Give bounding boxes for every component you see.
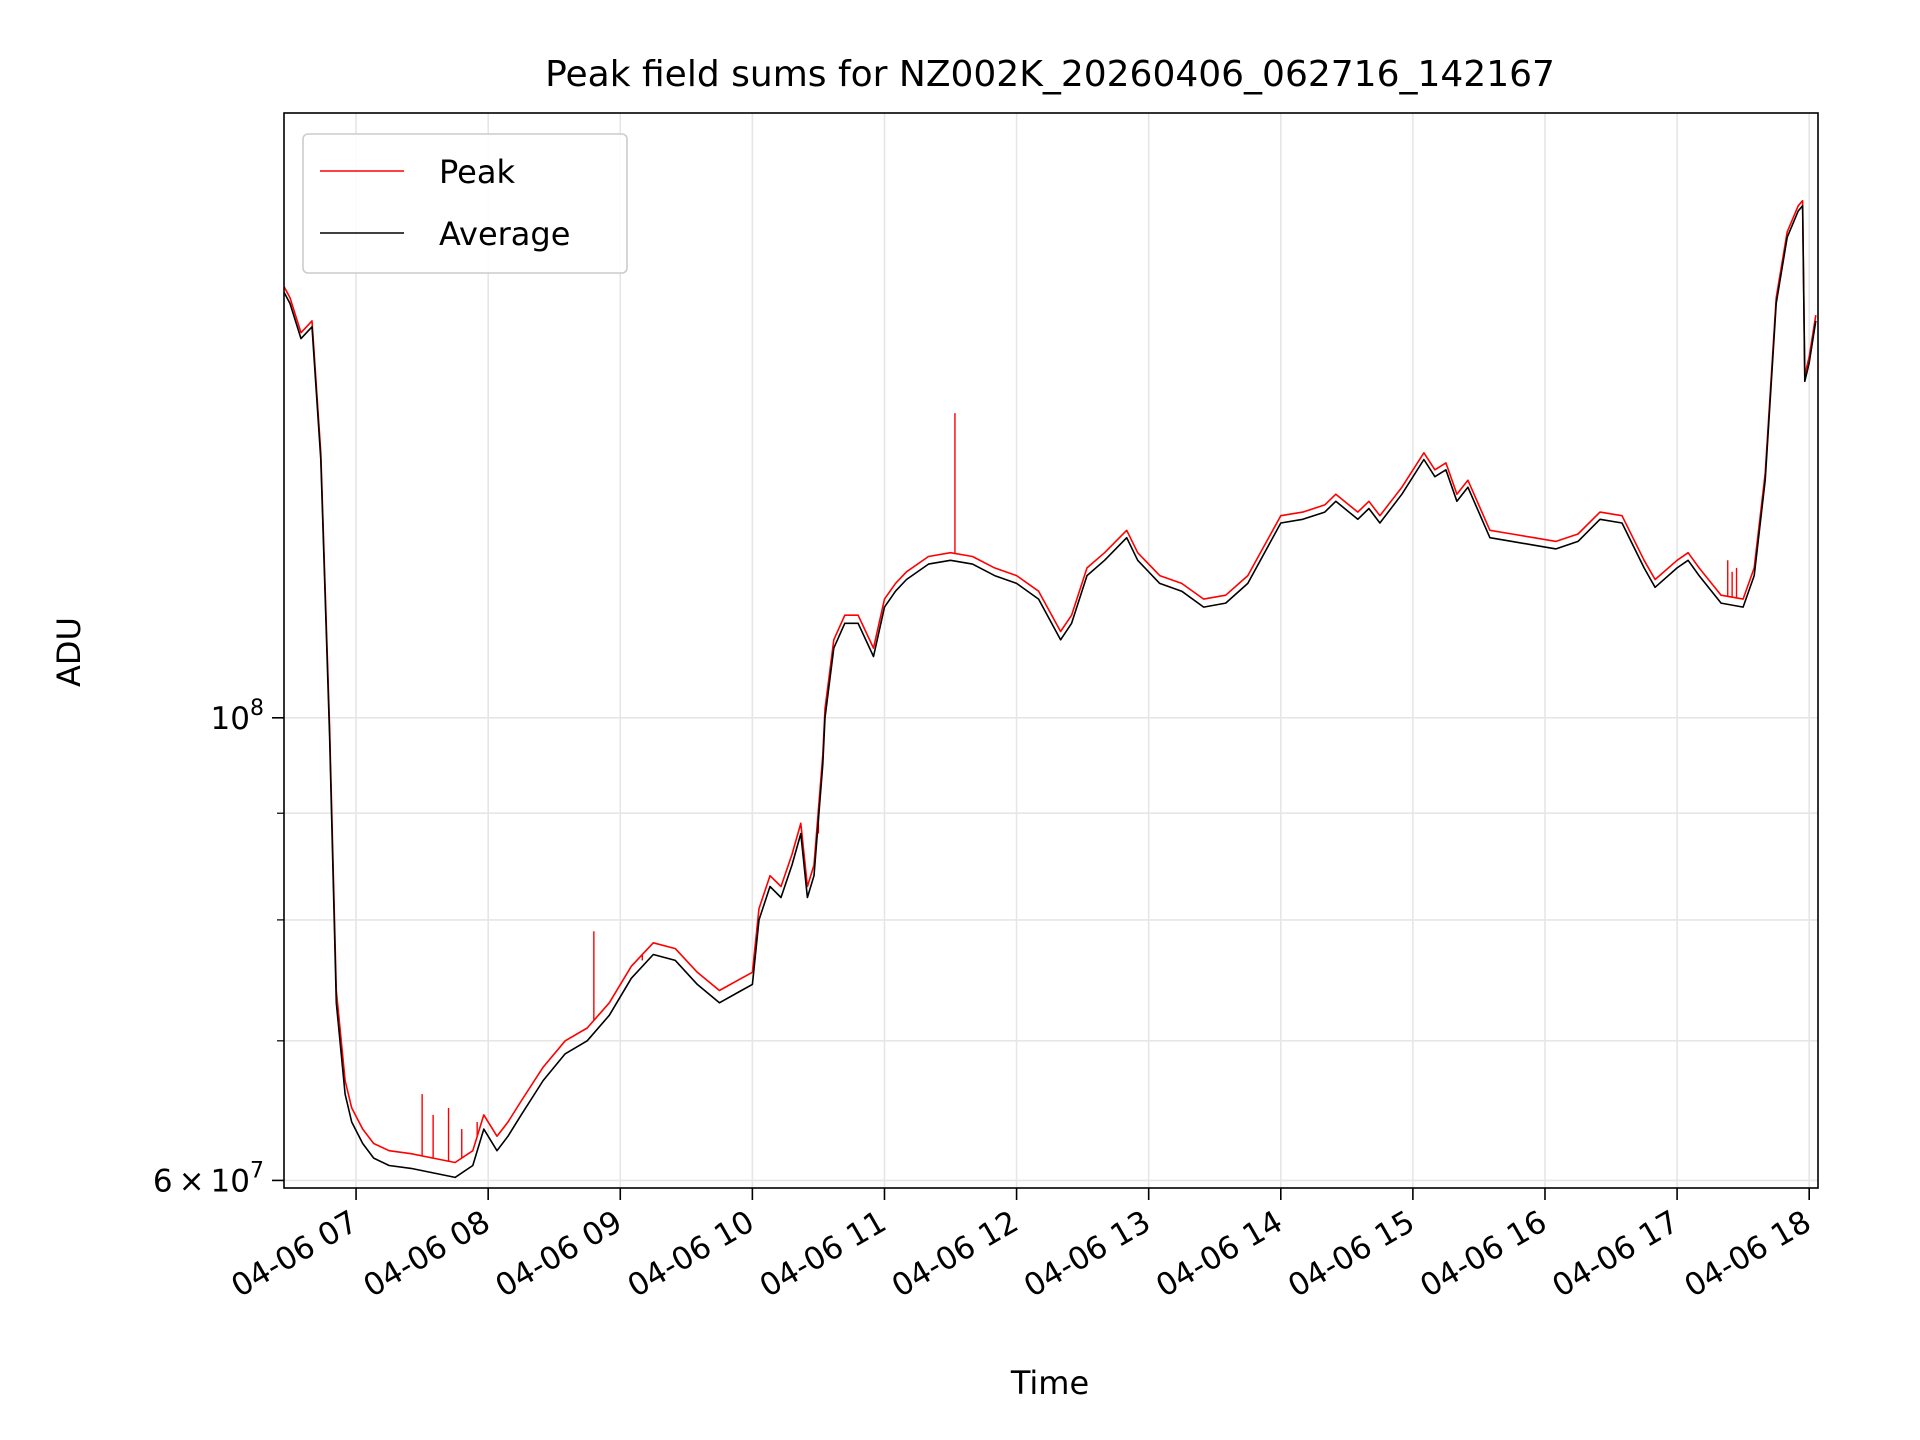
plot-frame	[283, 112, 1819, 1189]
legend-box	[302, 133, 628, 274]
series-line-peak	[284, 199, 1817, 1164]
grid	[284, 113, 1818, 1188]
y-tick-label: 6 × 107	[153, 1158, 264, 1199]
chart-title: Peak field sums for NZ002K_20260406_0627…	[545, 54, 1555, 95]
legend-label-peak: Peak	[439, 153, 515, 191]
x-axis-label: Time	[1010, 1364, 1089, 1402]
series-line-average	[284, 205, 1817, 1179]
y-axis-label: ADU	[50, 617, 88, 687]
legend-label-average: Average	[439, 215, 570, 253]
legend: Peak Average	[302, 133, 628, 274]
plot-series	[284, 199, 1817, 1179]
y-tick-label: 108	[211, 696, 264, 737]
